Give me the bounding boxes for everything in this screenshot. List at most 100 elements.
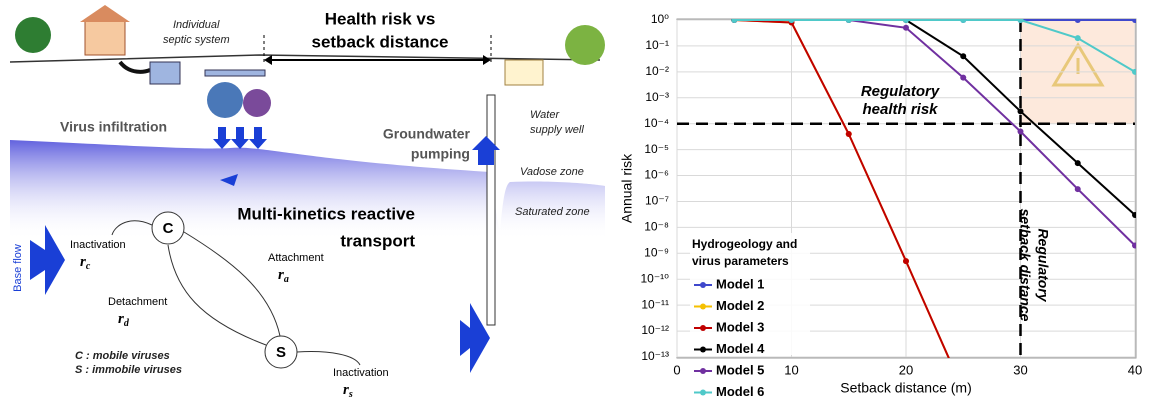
virus	[207, 82, 243, 118]
point	[1074, 160, 1081, 167]
diagram: Individual septic system Health risk vs …	[9, 5, 605, 400]
legend-label: Model 5	[716, 362, 764, 377]
label: Water	[530, 109, 560, 121]
chart: 10⁰ 10⁻¹ 10⁻² 10⁻³ 10⁻⁴ 10⁻⁵ 10⁻⁶ 10⁻⁷ 10⁻⁸ 10⁻⁹ 1…	[619, 12, 1143, 399]
y-tick-label: 10⁻¹⁰	[641, 271, 670, 285]
node-label: S	[276, 344, 286, 361]
rate-label: Inactivation	[333, 367, 389, 379]
rate-symbol: rd	[118, 311, 130, 329]
tree	[565, 25, 605, 65]
label: Base flow	[12, 244, 24, 292]
risk-threshold-label: health risk	[862, 101, 938, 118]
x-tick-label: 10	[784, 362, 798, 377]
point	[1074, 35, 1081, 42]
legend-swatch	[700, 325, 706, 331]
subscript: d	[124, 318, 130, 329]
node-label: C	[163, 220, 174, 237]
reaction-arrow	[111, 220, 361, 366]
subscript: s	[348, 389, 353, 400]
symbol: r	[118, 311, 124, 327]
pipe	[118, 60, 151, 74]
legend-title: virus parameters	[692, 254, 789, 268]
warning-icon	[1051, 42, 1105, 87]
setback-threshold-label: Regulatory	[1035, 228, 1051, 302]
tank	[149, 61, 181, 85]
y-tick-label: 10⁻⁶	[644, 168, 669, 182]
y-tick-label: 10⁻²	[645, 64, 669, 78]
subscript: c	[86, 261, 91, 272]
label: supply well	[530, 124, 584, 136]
label: Multi-kinetics reactive	[237, 204, 415, 223]
rate-label: Inactivation	[70, 239, 126, 251]
house	[504, 59, 544, 86]
symbol: r	[278, 267, 284, 283]
point	[1017, 19, 1024, 23]
node	[151, 211, 185, 245]
symbol: r	[80, 254, 86, 270]
well	[486, 94, 496, 326]
legend-box	[690, 233, 810, 355]
legend-swatch	[700, 389, 706, 396]
point	[903, 19, 909, 23]
y-tick-label: 10⁻⁸	[644, 220, 669, 234]
point	[731, 19, 738, 23]
rate-symbol: ra	[278, 267, 289, 285]
flow-arrow	[30, 225, 65, 295]
point	[960, 74, 967, 81]
groundwater	[10, 140, 605, 240]
x-tick-label: 0	[673, 362, 680, 377]
legend-swatch	[700, 368, 706, 374]
label: Virus infiltration	[60, 119, 167, 135]
subscript: a	[284, 274, 289, 285]
roof	[80, 5, 130, 22]
point	[903, 24, 909, 31]
headline: setback distance	[311, 32, 448, 51]
legend-swatch	[700, 303, 706, 310]
house	[84, 19, 126, 56]
x-tick-label: 20	[899, 362, 913, 377]
y-axis-label: Annual risk	[619, 153, 635, 223]
y-tick-label: 10⁻¹³	[641, 349, 669, 363]
legend-label: Model 3	[716, 319, 764, 334]
label: Groundwater	[383, 126, 471, 142]
virus	[243, 89, 271, 117]
point	[845, 131, 852, 138]
point	[845, 19, 852, 23]
rates: InactivationrcAttachmentraDetachmentrdIn…	[70, 239, 389, 400]
headline: Health risk vs	[325, 9, 436, 28]
rate-label: Detachment	[108, 296, 167, 308]
flow-arrow	[220, 174, 238, 186]
rate-label: Attachment	[268, 252, 324, 264]
label: pumping	[411, 146, 470, 162]
legend-label: Model 1	[716, 276, 764, 291]
legend-label: Model 2	[716, 298, 764, 313]
tree	[15, 17, 51, 53]
x-tick-label: 30	[1013, 362, 1027, 377]
y-tick-label: 10⁻³	[645, 90, 669, 104]
label: Saturated zone	[515, 206, 590, 218]
label: Individual	[173, 19, 220, 31]
y-tick-label: 10⁰	[651, 12, 669, 26]
y-tick-label: 10⁻⁵	[644, 142, 669, 156]
y-tick-label: 10⁻⁷	[645, 194, 669, 208]
y-tick-label: 10⁻⁹	[644, 245, 669, 259]
y-tick-label: 10⁻¹²	[641, 323, 669, 337]
point	[1132, 212, 1136, 219]
point	[788, 19, 795, 23]
drainfield	[204, 69, 266, 77]
symbol: r	[343, 382, 349, 398]
risk-threshold-label: Regulatory	[861, 83, 940, 100]
legend-label: Model 4	[716, 341, 765, 356]
label: C : mobile viruses	[75, 350, 170, 362]
label: S : immobile viruses	[75, 364, 182, 376]
label: Vadose zone	[520, 166, 584, 178]
point	[1132, 19, 1136, 23]
y-tick-label: 10⁻¹¹	[641, 297, 669, 311]
point	[1132, 242, 1136, 249]
legend-label: Model 6	[716, 384, 764, 399]
x-tick-label: 40	[1128, 362, 1142, 377]
legend-swatch	[700, 282, 706, 288]
point	[1132, 68, 1136, 75]
